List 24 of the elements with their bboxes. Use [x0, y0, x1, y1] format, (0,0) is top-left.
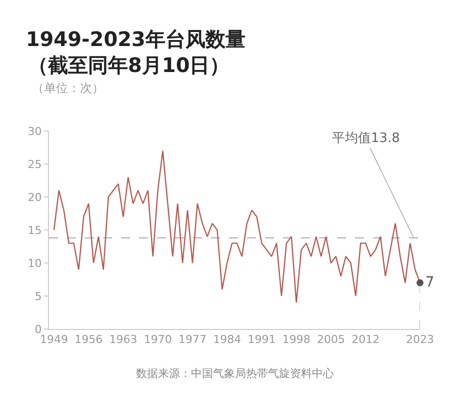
- x-tick-label: 2005: [316, 333, 345, 346]
- x-tick-label: 1991: [248, 333, 276, 346]
- y-tick-label: 10: [28, 256, 42, 270]
- y-tick-label: 15: [28, 224, 42, 237]
- y-axis-title: （单位：次）: [32, 81, 104, 95]
- chart-subtitle: （截至同年8月10日）: [28, 53, 230, 77]
- x-tick-label: 2012: [352, 333, 380, 346]
- y-tick-label: 5: [34, 290, 42, 303]
- x-tick-label: 2023: [406, 333, 434, 346]
- ref-line-label: 平均值13.8: [332, 131, 400, 146]
- y-tick-label: 0: [34, 322, 42, 336]
- data-label: 7: [425, 274, 434, 290]
- x-tick-label: 1949: [40, 333, 68, 346]
- x-tick-label: 1984: [213, 333, 242, 346]
- x-tick-label: 1970: [144, 333, 172, 346]
- x-tick-label: 1998: [282, 333, 310, 346]
- chart-title: 1949-2023年台风数量: [26, 27, 246, 51]
- y-tick-label: 20: [28, 190, 42, 204]
- x-tick-label: 1963: [109, 333, 138, 346]
- y-tick-label: 25: [28, 158, 42, 171]
- x-tick-label: 1956: [74, 333, 103, 346]
- y-tick-label: 30: [28, 124, 42, 138]
- source-note: 数据来源：中国气象局热带气旋资料中心: [136, 367, 334, 380]
- x-tick-label: 1977: [178, 333, 206, 346]
